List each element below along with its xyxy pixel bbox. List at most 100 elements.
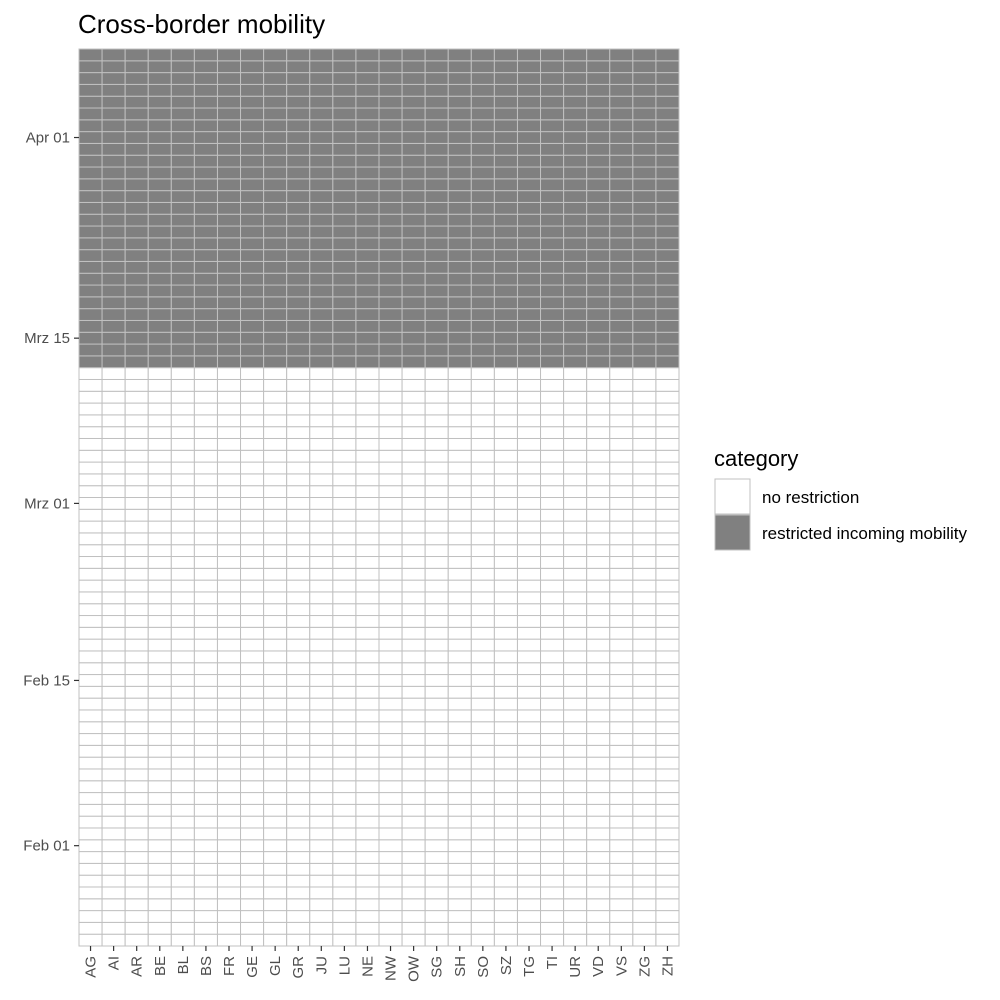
heatmap-tile [563, 662, 588, 676]
heatmap-tile [632, 272, 657, 286]
heatmap-tile [424, 556, 449, 569]
heatmap-tile [124, 237, 149, 251]
heatmap-tile [101, 390, 126, 404]
heatmap-tile [355, 792, 380, 805]
heatmap-tile [540, 603, 565, 617]
heatmap-tile [263, 862, 288, 876]
heatmap-tile [193, 744, 218, 758]
heatmap-tile [355, 414, 380, 428]
heatmap-tile [563, 733, 588, 746]
heatmap-tile [586, 544, 611, 558]
heatmap-tile [263, 768, 288, 782]
heatmap-tile [401, 851, 426, 864]
heatmap-tile [447, 272, 472, 286]
heatmap-tile [193, 449, 218, 463]
heatmap-tile [655, 331, 680, 345]
heatmap-tile [124, 225, 149, 239]
heatmap-tile [193, 532, 218, 546]
x-tick-label: NE [359, 956, 376, 977]
heatmap-tile [170, 921, 195, 935]
heatmap-tile [632, 166, 657, 180]
heatmap-tile [632, 284, 657, 298]
heatmap-tile [309, 249, 334, 262]
heatmap-tile [355, 485, 380, 498]
heatmap-tile [332, 343, 357, 357]
heatmap-tile [193, 296, 218, 310]
heatmap-tile [124, 390, 149, 404]
heatmap-tile [609, 260, 634, 274]
panel-border [78, 48, 680, 947]
heatmap-tile [447, 803, 472, 817]
heatmap-tile [516, 426, 542, 439]
heatmap-tile [516, 213, 542, 227]
heatmap-tile [447, 378, 472, 392]
heatmap-tile [447, 685, 472, 699]
heatmap-tile [332, 426, 357, 439]
heatmap-tile [447, 579, 472, 593]
heatmap-tile [609, 473, 634, 487]
heatmap-tile [493, 48, 518, 62]
heatmap-tile [632, 308, 657, 321]
heatmap-tile [378, 378, 403, 392]
heatmap-tile [286, 343, 311, 357]
heatmap-tile [470, 827, 495, 841]
heatmap-tile [332, 579, 357, 593]
heatmap-tile [193, 131, 218, 144]
heatmap-tile [170, 213, 195, 227]
heatmap-tile [147, 131, 172, 144]
heatmap-tile [78, 249, 103, 262]
heatmap-tile [147, 508, 172, 522]
heatmap-tile [124, 260, 149, 274]
heatmap-tile [632, 839, 657, 853]
heatmap-tile [170, 638, 195, 652]
heatmap-tile [286, 60, 311, 74]
heatmap-tile [378, 166, 403, 180]
heatmap-tile [563, 615, 588, 628]
heatmap-tile [240, 898, 265, 912]
heatmap-tile [424, 284, 449, 298]
heatmap-tile [309, 933, 334, 947]
heatmap-tile [632, 827, 657, 841]
heatmap-tile [655, 83, 680, 97]
heatmap-tile [447, 497, 472, 510]
heatmap-tile [493, 249, 518, 262]
heatmap-tile [263, 260, 288, 274]
heatmap-tile [424, 508, 449, 522]
heatmap-tile [540, 579, 565, 593]
heatmap-tile [516, 733, 542, 746]
heatmap-tile [309, 544, 334, 558]
heatmap-tile [332, 131, 357, 144]
heatmap-tile [286, 520, 311, 534]
heatmap-tile [124, 862, 149, 876]
heatmap-tile [240, 544, 265, 558]
heatmap-tile [378, 520, 403, 534]
heatmap-tile [493, 201, 518, 215]
heatmap-tile [540, 803, 565, 817]
heatmap-tile [193, 497, 218, 510]
heatmap-tile [240, 83, 265, 97]
heatmap-tile [540, 662, 565, 676]
heatmap-tile [78, 83, 103, 97]
heatmap-tile [170, 95, 195, 109]
heatmap-tile [424, 626, 449, 640]
heatmap-tile [216, 697, 242, 711]
heatmap-tile [609, 142, 634, 156]
heatmap-tile [470, 461, 495, 475]
heatmap-tile [516, 756, 542, 770]
heatmap-tile [124, 355, 149, 369]
heatmap-tile [355, 272, 380, 286]
heatmap-tile [216, 296, 242, 310]
heatmap-tile [378, 142, 403, 156]
heatmap-tile [263, 367, 288, 380]
heatmap-tile [401, 933, 426, 947]
heatmap-tile [609, 898, 634, 912]
heatmap-tile [493, 933, 518, 947]
heatmap-tile [516, 473, 542, 487]
heatmap-tile [447, 544, 472, 558]
heatmap-tile [355, 83, 380, 97]
heatmap-tile [286, 249, 311, 262]
heatmap-tile [78, 331, 103, 345]
heatmap-tile [193, 319, 218, 333]
heatmap-tile [609, 792, 634, 805]
heatmap-tile [378, 390, 403, 404]
